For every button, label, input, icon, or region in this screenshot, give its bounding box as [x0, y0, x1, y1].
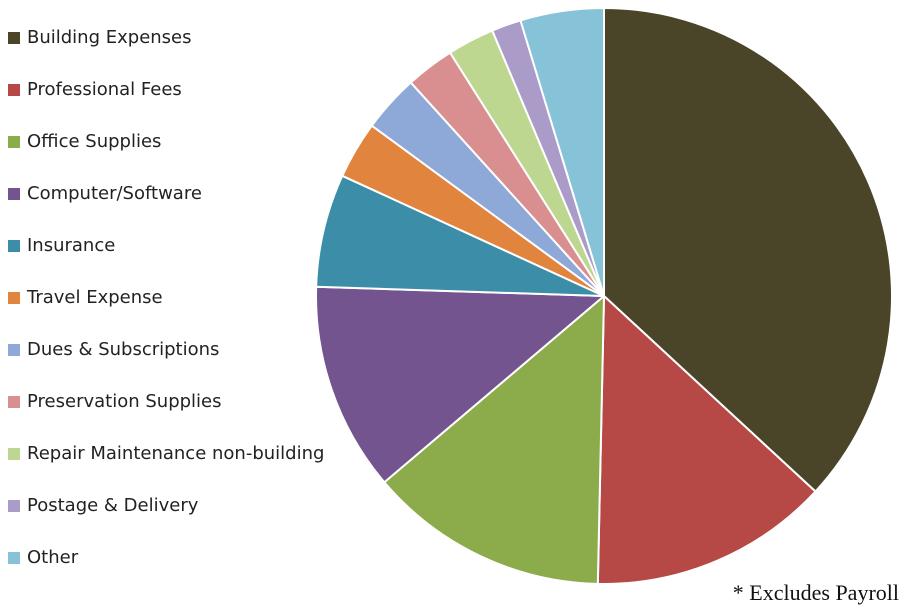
pie-slice — [315, 174, 605, 297]
legend-item: Repair Maintenance non-building — [8, 442, 324, 494]
legend-swatch — [8, 448, 20, 460]
legend-item: Dues & Subscriptions — [8, 338, 324, 390]
legend-item: Postage & Delivery — [8, 494, 324, 546]
legend-label: Other — [27, 547, 79, 568]
legend-swatch — [8, 32, 20, 44]
legend-label: Dues & Subscriptions — [27, 339, 220, 360]
legend-swatch — [8, 136, 20, 148]
legend-swatch — [8, 396, 20, 408]
legend-item: Building Expenses — [8, 26, 324, 78]
legend-swatch — [8, 344, 20, 356]
legend-label: Repair Maintenance non-building — [27, 443, 325, 464]
legend-label: Office Supplies — [27, 131, 162, 152]
legend-label: Travel Expense — [27, 287, 163, 308]
legend-swatch — [8, 292, 20, 304]
legend-item: Insurance — [8, 234, 324, 286]
legend-label: Building Expenses — [27, 27, 192, 48]
footnote: * Excludes Payroll — [732, 580, 899, 605]
legend-swatch — [8, 552, 20, 564]
legend-item: Preservation Supplies — [8, 390, 324, 442]
pie-slice — [603, 7, 893, 493]
legend-label: Insurance — [27, 235, 116, 256]
legend-label: Professional Fees — [27, 79, 182, 100]
pie-slice — [383, 295, 605, 585]
legend-item: Other — [8, 546, 324, 598]
legend-label: Computer/Software — [27, 183, 202, 204]
legend-item: Travel Expense — [8, 286, 324, 338]
pie-slice — [315, 285, 605, 484]
legend-item: Professional Fees — [8, 78, 324, 130]
pie-slice — [519, 7, 605, 297]
chart-legend: Building Expenses Professional Fees Office… — [8, 26, 324, 598]
legend-label: Postage & Delivery — [27, 495, 199, 516]
legend-label: Preservation Supplies — [27, 391, 222, 412]
legend-swatch — [8, 500, 20, 512]
legend-swatch — [8, 84, 20, 96]
legend-item: Office Supplies — [8, 130, 324, 182]
legend-swatch — [8, 188, 20, 200]
legend-swatch — [8, 240, 20, 252]
legend-item: Computer/Software — [8, 182, 324, 234]
pie-slice — [596, 295, 817, 585]
